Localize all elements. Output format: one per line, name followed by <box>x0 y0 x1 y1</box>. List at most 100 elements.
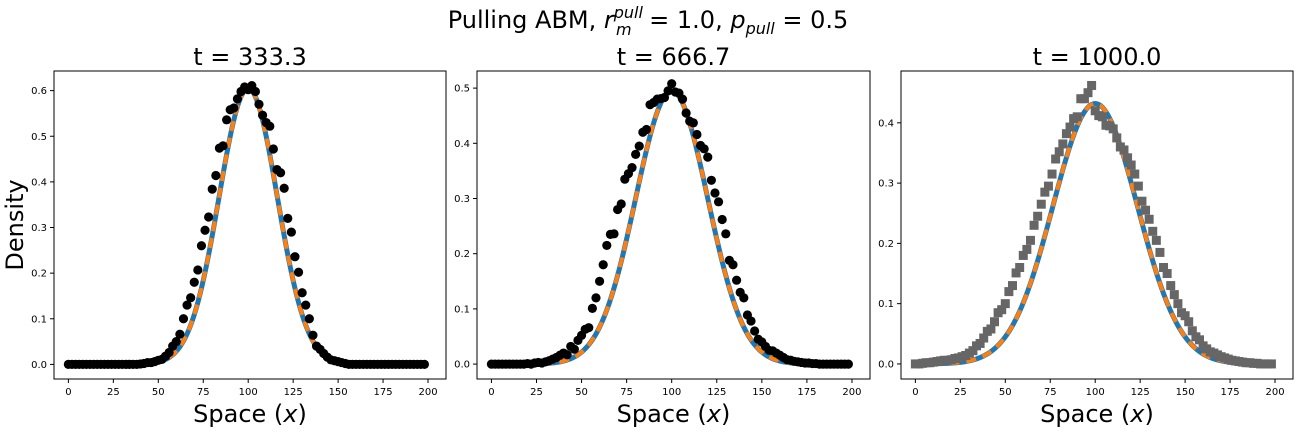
data-point <box>609 229 619 239</box>
data-point <box>1184 317 1194 327</box>
data-point <box>584 323 594 333</box>
y-tick-label: 0.5 <box>31 132 47 143</box>
data-point <box>594 276 605 286</box>
data-point <box>171 336 181 347</box>
x-tick-label: 125 <box>1131 387 1150 398</box>
x-axis-label-var: x <box>282 400 298 428</box>
data-point <box>175 329 185 339</box>
data-point <box>1162 269 1172 279</box>
data-point <box>598 260 608 270</box>
data-point <box>1011 268 1021 278</box>
x-axis-label-close: ) <box>721 400 730 428</box>
y-tick-label: 0.3 <box>878 179 894 190</box>
data-point <box>200 225 210 235</box>
data-point <box>1043 181 1053 191</box>
chart-panel-2: t = 666.7 0 25 50 75 100 125 150 175 200 0.0 0.1 0.2… <box>454 43 871 428</box>
data-point <box>286 227 296 237</box>
data-point <box>1087 80 1097 90</box>
y-tick-label: 0.2 <box>31 269 47 280</box>
data-point <box>1036 199 1046 209</box>
data-point <box>254 99 264 109</box>
data-point <box>232 94 243 104</box>
data-point <box>1029 220 1039 230</box>
x-tick-label: 200 <box>418 387 437 398</box>
data-point <box>990 317 1000 327</box>
data-point <box>193 265 203 275</box>
data-point <box>1112 133 1122 143</box>
data-point <box>1159 262 1169 272</box>
x-tick-label: 100 <box>1086 387 1105 398</box>
data-point <box>587 303 597 313</box>
data-point <box>699 144 709 154</box>
y-tick-label: 0.0 <box>454 360 470 371</box>
data-point <box>1194 335 1204 345</box>
y-tick-label: 0.4 <box>878 118 894 129</box>
solution-line-dashed <box>915 101 1276 366</box>
data-point <box>979 333 989 343</box>
data-point <box>728 260 738 270</box>
x-axis-label: Space (x) <box>193 400 307 428</box>
plot-frame <box>900 70 1294 380</box>
data-point <box>1072 112 1082 122</box>
y-tick-label: 0.3 <box>454 194 470 205</box>
chart-panel-3: t = 1000.0 0 25 50 75 100 125 150 175 200 0.0 0.1 0.… <box>878 43 1294 428</box>
data-point <box>1061 129 1071 139</box>
y-tick-label: 0.0 <box>31 360 47 371</box>
x-tick-label: 100 <box>662 387 681 398</box>
figure-suptitle: Pulling ABM, rpull m = 1.0, ppull = 0.5 <box>448 3 849 39</box>
data-point <box>1040 187 1050 197</box>
data-point <box>297 288 307 298</box>
x-tick-label: 125 <box>707 387 726 398</box>
data-point <box>1155 247 1165 257</box>
plot-frame <box>476 70 871 380</box>
y-tick-label: 0.4 <box>31 177 47 188</box>
x-axis-label: Space (x) <box>617 400 731 428</box>
x-tick-label: 0 <box>65 387 71 398</box>
panel-title: t = 1000.0 <box>1033 43 1162 71</box>
data-point <box>997 305 1007 315</box>
x-tick-label: 150 <box>329 387 348 398</box>
data-point <box>731 275 742 285</box>
data-point <box>196 241 207 251</box>
data-point <box>634 141 644 151</box>
data-point <box>1141 205 1151 215</box>
data-point <box>750 326 760 336</box>
data-point <box>229 103 239 113</box>
data-point <box>1000 299 1010 309</box>
data-point <box>1025 235 1035 245</box>
y-tick-label: 0.1 <box>454 304 470 315</box>
chart-panels: t = 333.3 0 25 50 75 100 125 150 175 200 0.0 0.1 0.2… <box>1 43 1294 428</box>
data-point <box>1033 211 1043 221</box>
x-tick-label: 75 <box>620 387 633 398</box>
data-point <box>1187 326 1197 336</box>
x-axis-label-var: x <box>706 400 722 428</box>
x-axis-label-text: Space ( <box>617 400 707 428</box>
x-tick-label: 150 <box>752 387 771 398</box>
data-point <box>616 199 626 209</box>
data-point <box>275 168 286 178</box>
data-point <box>268 144 278 154</box>
data-point <box>1166 281 1176 291</box>
data-point <box>569 344 579 354</box>
x-tick-label: 200 <box>1265 387 1284 398</box>
data-point <box>1119 145 1129 155</box>
x-axis-label-text: Space ( <box>193 400 283 428</box>
data-point <box>1123 153 1133 163</box>
data-point <box>591 293 601 303</box>
data-point <box>667 79 677 89</box>
data-point <box>1137 196 1147 206</box>
data-point <box>265 121 275 131</box>
data-point <box>1108 124 1118 134</box>
x-tick-label: 200 <box>842 387 861 398</box>
x-tick-label: 175 <box>374 387 393 398</box>
data-point <box>706 175 716 185</box>
x-tick-label: 0 <box>488 387 494 398</box>
x-tick-label: 25 <box>107 387 120 398</box>
plot-area <box>486 79 853 369</box>
data-point <box>293 267 304 277</box>
panel-title: t = 666.7 <box>617 43 730 71</box>
x-axis-label: Space (x) <box>1040 400 1154 428</box>
data-point <box>279 183 289 193</box>
x-tick-label: 50 <box>999 387 1012 398</box>
data-point <box>1169 290 1179 300</box>
